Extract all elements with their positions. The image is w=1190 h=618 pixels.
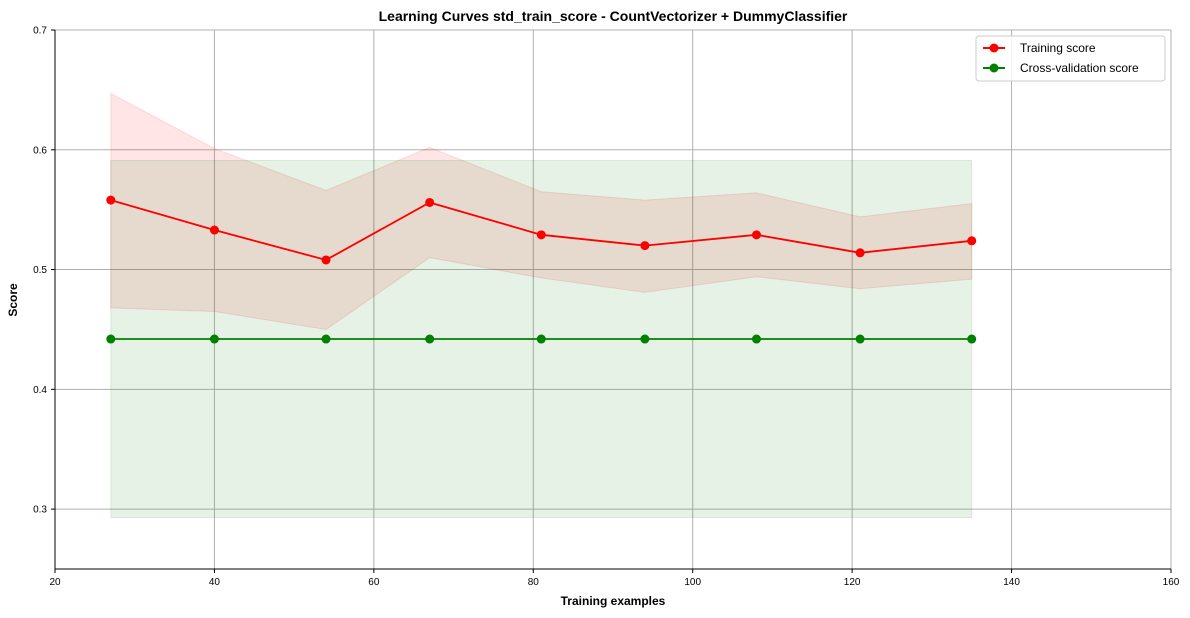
point-training [425,197,435,207]
point-cross-validation [536,334,546,344]
point-training [321,255,331,265]
legend-cv-marker [989,63,999,73]
x-axis-title: Training examples [561,594,666,608]
point-training [209,225,219,235]
point-cross-validation [640,334,650,344]
x-tick-label: 20 [49,577,61,588]
point-training [536,230,546,240]
y-tick-label: 0.4 [33,385,47,396]
point-training [751,230,761,240]
point-cross-validation [321,334,331,344]
legend-cv-label: Cross-validation score [1020,61,1139,75]
x-tick-label: 100 [684,577,701,588]
point-cross-validation [106,334,116,344]
y-tick-label: 0.6 [33,145,47,156]
x-tick-label: 60 [368,577,380,588]
legend-training-label: Training score [1020,41,1096,55]
x-tick-label: 40 [209,577,221,588]
x-tick-label: 80 [528,577,540,588]
x-tick-label: 160 [1163,577,1180,588]
legend-box [975,35,1166,82]
point-cross-validation [425,334,435,344]
chart-title: Learning Curves std_train_score - CountV… [379,8,848,24]
y-tick-label: 0.7 [33,26,47,37]
legend-training-marker [989,43,999,53]
x-tick-label: 120 [844,577,861,588]
point-cross-validation [967,334,977,344]
x-tick-labels: 20 40 60 80 100 120 140 160 [49,569,1180,588]
point-cross-validation [751,334,761,344]
series-points [106,195,977,344]
point-training [640,241,650,251]
point-training [967,236,977,246]
y-axis-title: Score [6,283,20,317]
y-tick-labels: 0.3 0.4 0.5 0.6 0.7 [33,26,55,516]
legend: Training score Cross-validation score [975,35,1166,82]
band-training [110,92,973,330]
x-tick-label: 140 [1003,577,1020,588]
y-tick-label: 0.3 [33,505,47,516]
confidence-bands [110,92,973,518]
grid-lines [54,29,1172,569]
axes [54,30,1171,570]
y-tick-label: 0.5 [33,265,47,276]
point-training [855,248,865,258]
point-training [106,195,116,205]
point-cross-validation [209,334,219,344]
point-cross-validation [855,334,865,344]
